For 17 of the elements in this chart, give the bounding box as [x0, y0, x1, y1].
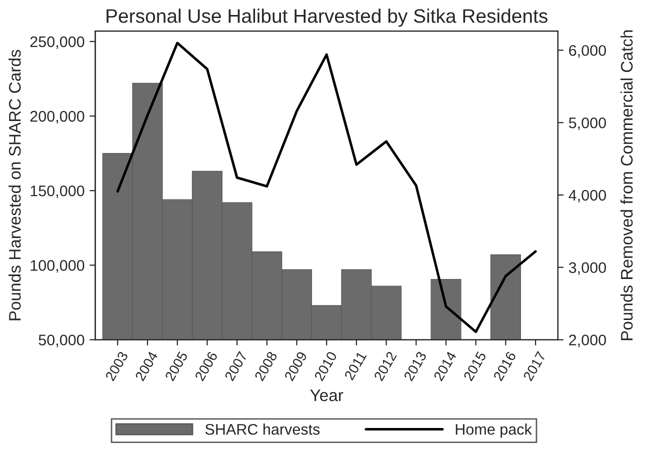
y2-tick-label: 4,000 [568, 190, 606, 202]
legend-label: Home pack [456, 424, 532, 438]
y2-tick-label: 6,000 [569, 45, 606, 58]
x-axis-title: Year [310, 390, 344, 402]
y-tick-label: 50,000 [38, 334, 84, 348]
legend-label: SHARC harvests [205, 424, 320, 435]
y2-axis-title: Pounds Removed from Commercial Catch [620, 30, 633, 340]
line-series [116, 42, 537, 334]
chart-title: Personal Use Halibut Harvested by Sitka Residents [106, 8, 548, 27]
y2-tick-label: 3,000 [568, 262, 606, 275]
y2-tick-label: 5,000 [568, 117, 606, 130]
y-tick-label: 200,000 [30, 110, 84, 124]
y2-tick-label: 2,000 [569, 334, 606, 348]
y-tick-label: 100,000 [30, 260, 84, 273]
y-tick-label: 250,000 [30, 36, 84, 49]
y-tick-label: 150,000 [30, 185, 84, 198]
y-axis-title: Pounds Harvested on SHARC Cards [8, 50, 21, 320]
